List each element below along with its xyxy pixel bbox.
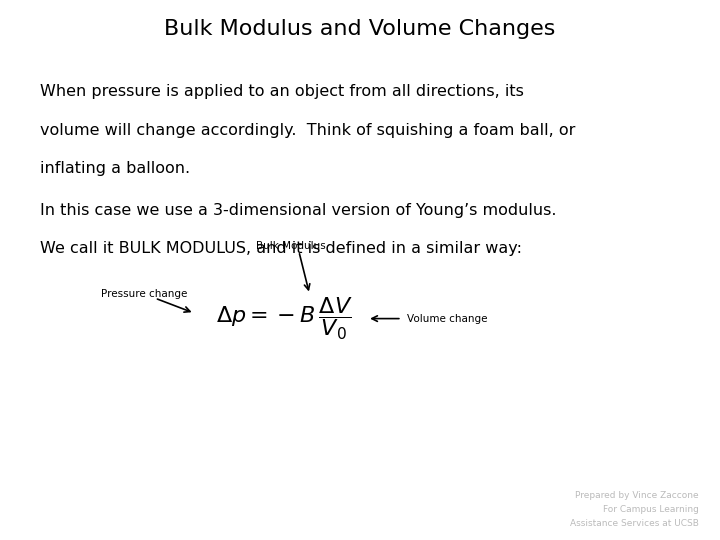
Text: Bulk Modulus and Volume Changes: Bulk Modulus and Volume Changes — [164, 19, 556, 39]
Text: When pressure is applied to an object from all directions, its: When pressure is applied to an object fr… — [40, 84, 523, 99]
Text: Pressure change: Pressure change — [101, 289, 187, 299]
Text: For Campus Learning: For Campus Learning — [603, 505, 698, 514]
Text: inflating a balloon.: inflating a balloon. — [40, 161, 190, 177]
Text: Bulk Modulus: Bulk Modulus — [256, 241, 325, 251]
Text: In this case we use a 3-dimensional version of Young’s modulus.: In this case we use a 3-dimensional vers… — [40, 202, 556, 218]
Text: volume will change accordingly.  Think of squishing a foam ball, or: volume will change accordingly. Think of… — [40, 123, 575, 138]
Text: Assistance Services at UCSB: Assistance Services at UCSB — [570, 519, 698, 528]
Text: $\Delta p = -B\,\dfrac{\Delta V}{V_0}$: $\Delta p = -B\,\dfrac{\Delta V}{V_0}$ — [216, 295, 353, 342]
Text: We call it BULK MODULUS, and it is defined in a similar way:: We call it BULK MODULUS, and it is defin… — [40, 241, 521, 256]
Text: Volume change: Volume change — [407, 314, 487, 323]
Text: Prepared by Vince Zaccone: Prepared by Vince Zaccone — [575, 490, 698, 500]
